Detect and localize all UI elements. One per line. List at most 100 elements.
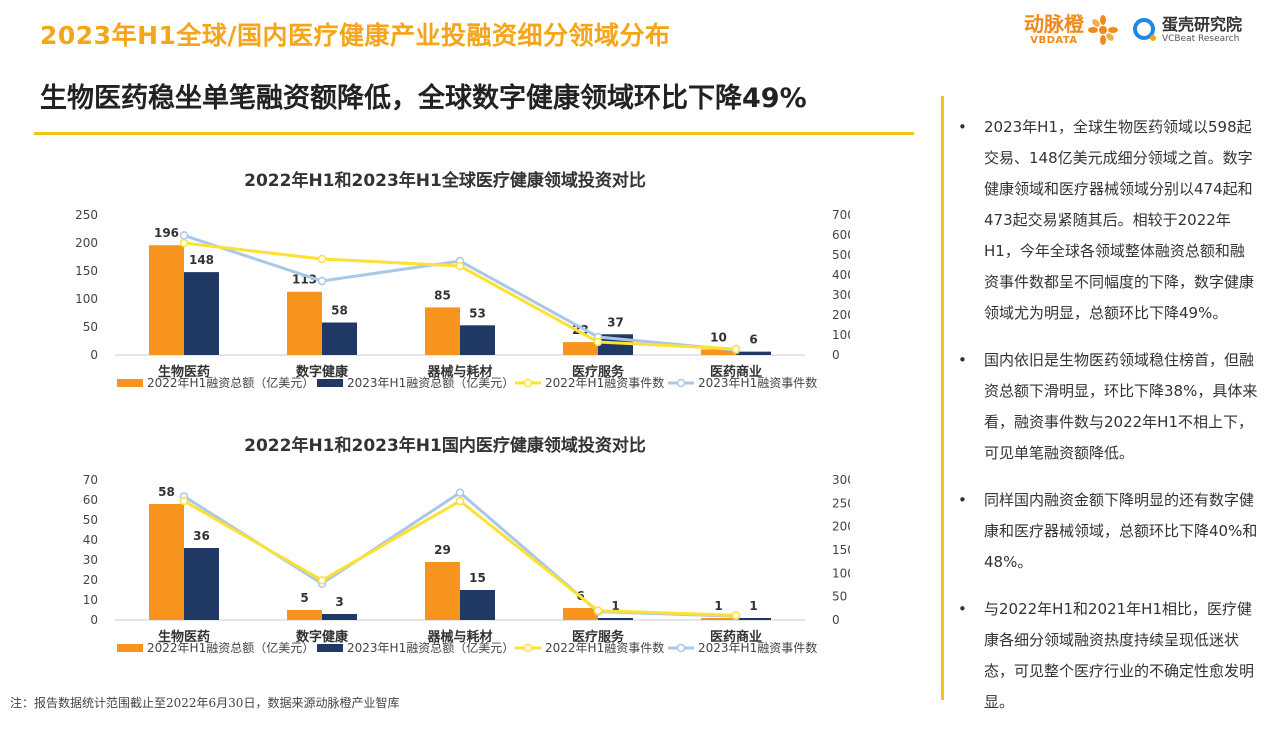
y-tick-label: 100 [75,292,98,306]
y2-tick-label: 0 [832,613,840,627]
y2-tick-label: 150 [832,543,850,557]
y-tick-label: 50 [83,513,98,527]
vcbeat-logo-en: VCBeat Research [1161,33,1240,44]
bar-value-label: 58 [158,485,175,499]
subtitle-underline [34,132,914,135]
bar-value-label: 6 [749,333,757,347]
legend-label: 2022年H1融资总额（亿美元） [147,375,314,390]
line-point [179,496,189,506]
x-tick-label: 医疗服务 [572,364,625,380]
legend-swatch [117,644,143,652]
bar-value-label: 196 [154,226,179,240]
domestic-investment-chart: 2022年H1和2023年H1国内医疗健康领域投资对比0102030405060… [83,435,850,655]
bullet-marker: • [958,491,967,509]
vbdata-logo-en: VBDATA [1030,35,1078,46]
bar-value-label: 29 [434,543,451,557]
bar-2023 [322,614,357,620]
bar-2023 [322,322,357,355]
bar-2022 [425,562,460,620]
y2-tick-label: 200 [832,308,850,322]
chart-title: 2022年H1和2023年H1国内医疗健康领域投资对比 [244,435,646,456]
y2-tick-label: 200 [832,520,850,534]
y2-tick-label: 600 [832,228,850,242]
line-point [317,576,327,585]
line-point [731,344,741,354]
legend-label: 2023年H1融资事件数 [698,640,817,655]
y-tick-label: 150 [75,264,98,278]
x-tick-label: 生物医药 [158,364,210,380]
bullet-marker: • [958,600,967,618]
y-tick-label: 20 [83,573,98,587]
y-tick-label: 70 [83,473,98,487]
page-subtitle: 生物医药稳坐单笔融资额降低，全球数字健康领域环比下降49% [40,83,807,114]
bullet-item: • 同样国内融资金额下降明显的还有数字健康和医疗器械领域，总额环比下降40%和4… [958,485,1258,578]
bar-value-label: 37 [607,315,624,329]
logos: 动脉橙 VBDATA 蛋壳研究院 VCBeat Research [1024,14,1242,46]
x-tick-label: 数字健康 [296,629,349,645]
y2-tick-label: 500 [832,248,850,262]
legend-marker [676,378,686,388]
x-tick-label: 医疗服务 [572,629,625,645]
bar-value-label: 36 [193,529,210,543]
bar-2022 [701,618,736,620]
legend-label: 2022年H1融资事件数 [545,375,664,390]
bar-2022 [149,245,184,355]
line-point [731,611,741,620]
bar-value-label: 58 [331,304,348,318]
line-point [455,496,465,506]
bullet-text: 2023年H1，全球生物医药领域以598起交易、148亿美元成细分领域之首。数字… [984,118,1255,322]
bar-value-label: 85 [434,288,451,302]
line-point [179,231,189,240]
bullet-item: • 与2022年H1和2021年H1相比，医疗健康各细分领域融资热度持续呈现低迷… [958,594,1258,718]
line-point [317,276,327,286]
legend-label: 2022年H1融资总额（亿美元） [147,640,314,655]
y-tick-label: 200 [75,236,98,250]
y-tick-label: 50 [83,320,98,334]
legend-marker [676,643,686,653]
line-point [593,606,603,615]
bullet-text: 国内依旧是生物医药领域稳住榜首，但融资总额下滑明显，环比下降38%，具体来看，融… [984,351,1258,462]
y-tick-label: 30 [83,553,98,567]
bullet-list: • 2023年H1，全球生物医药领域以598起交易、148亿美元成细分领域之首。… [958,112,1258,734]
bar-value-label: 1 [611,599,619,613]
legend-swatch [117,379,143,387]
bar-2023 [184,548,219,620]
vcbeat-egg-icon [1132,18,1156,41]
legend-label: 2023年H1融资事件数 [698,375,817,390]
y2-tick-label: 50 [832,590,847,604]
y2-tick-label: 100 [832,566,850,580]
global-investment-chart: 2022年H1和2023年H1全球医疗健康领域投资对比0501001502002… [75,170,850,390]
y-tick-label: 0 [90,348,98,362]
y2-tick-label: 700 [832,208,850,222]
bar-2022 [149,504,184,620]
legend-label: 2022年H1融资事件数 [545,640,664,655]
vertical-divider [941,96,944,700]
bullet-marker: • [958,351,967,369]
bar-value-label: 148 [189,253,214,267]
vbdata-flower-icon [1087,15,1118,45]
bullet-marker: • [958,118,967,136]
y-tick-label: 0 [90,613,98,627]
bullet-text: 与2022年H1和2021年H1相比，医疗健康各细分领域融资热度持续呈现低迷状态… [984,600,1255,711]
bullet-text: 同样国内融资金额下降明显的还有数字健康和医疗器械领域，总额环比下降40%和48%… [984,491,1258,571]
line-point [593,337,603,347]
legend-swatch [317,379,343,387]
legend-marker [523,378,533,388]
legend-label: 2023年H1融资总额（亿美元） [347,640,514,655]
legend-label: 2023年H1融资总额（亿美元） [347,375,514,390]
y2-tick-label: 0 [832,348,840,362]
bar-value-label: 15 [469,571,486,585]
bar-value-label: 3 [335,595,343,609]
y2-tick-label: 400 [832,268,850,282]
line-point [455,488,465,497]
y-tick-label: 40 [83,533,98,547]
bullet-item: • 国内依旧是生物医药领域稳住榜首，但融资总额下滑明显，环比下降38%，具体来看… [958,345,1258,469]
y-tick-label: 10 [83,593,98,607]
bar-2022 [287,291,322,355]
x-tick-label: 数字健康 [296,364,349,380]
page-title: 2023年H1全球/国内医疗健康产业投融资细分领域分布 [40,21,671,50]
bar-2022 [563,608,598,620]
line-point [455,261,465,271]
bar-value-label: 5 [300,591,308,605]
y2-tick-label: 100 [832,328,850,342]
